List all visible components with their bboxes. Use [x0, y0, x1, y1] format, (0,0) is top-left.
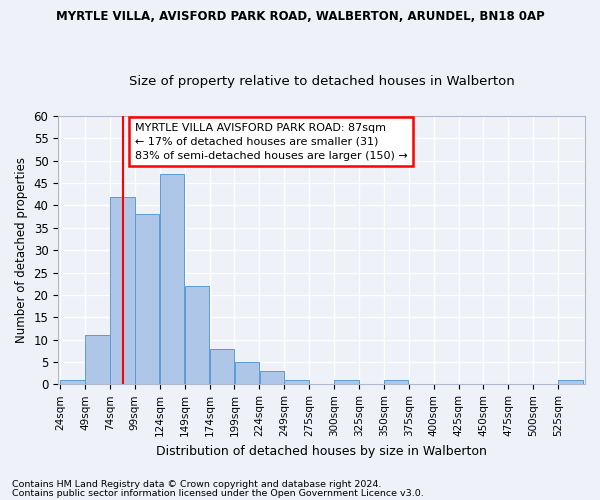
Bar [334, 380, 359, 384]
Bar [559, 380, 583, 384]
Bar [185, 286, 209, 384]
Text: Contains public sector information licensed under the Open Government Licence v3: Contains public sector information licen… [12, 489, 424, 498]
Bar [260, 371, 284, 384]
Y-axis label: Number of detached properties: Number of detached properties [15, 157, 28, 343]
Bar [210, 348, 234, 384]
Bar [135, 214, 160, 384]
Bar [110, 196, 134, 384]
Bar [85, 335, 110, 384]
Bar [160, 174, 184, 384]
Title: Size of property relative to detached houses in Walberton: Size of property relative to detached ho… [129, 76, 514, 88]
Text: MYRTLE VILLA AVISFORD PARK ROAD: 87sqm
← 17% of detached houses are smaller (31): MYRTLE VILLA AVISFORD PARK ROAD: 87sqm ←… [134, 123, 407, 161]
Bar [384, 380, 409, 384]
Bar [235, 362, 259, 384]
Bar [61, 380, 85, 384]
Text: Contains HM Land Registry data © Crown copyright and database right 2024.: Contains HM Land Registry data © Crown c… [12, 480, 382, 489]
X-axis label: Distribution of detached houses by size in Walberton: Distribution of detached houses by size … [156, 444, 487, 458]
Text: MYRTLE VILLA, AVISFORD PARK ROAD, WALBERTON, ARUNDEL, BN18 0AP: MYRTLE VILLA, AVISFORD PARK ROAD, WALBER… [56, 10, 544, 23]
Bar [284, 380, 309, 384]
